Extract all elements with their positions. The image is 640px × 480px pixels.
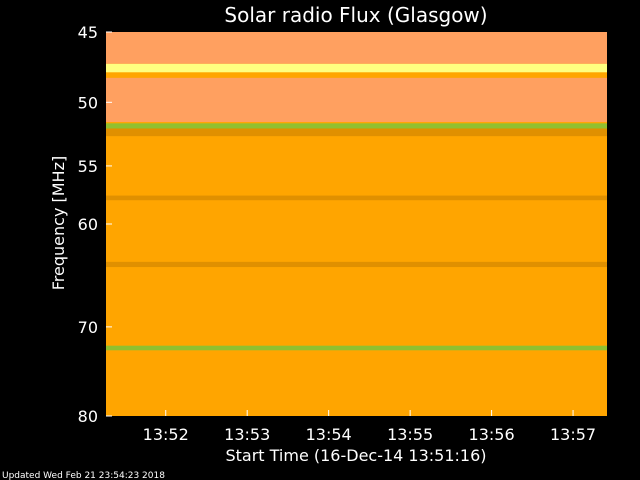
x-tick-label: 13:52 — [143, 425, 189, 444]
x-tick-label: 13:57 — [550, 425, 596, 444]
x-tick-label: 13:54 — [306, 425, 352, 444]
y-axis-label: Frequency [MHz] — [49, 156, 68, 290]
x-tick-label: 13:55 — [387, 425, 433, 444]
spectrogram-band-2 — [106, 77, 607, 123]
y-tick-label: 70 — [78, 318, 98, 337]
x-axis-label: Start Time (16-Dec-14 13:51:16) — [225, 446, 486, 465]
spectrogram-band-1 — [106, 63, 607, 73]
y-axis-ticks: 45 50 55 60 70 80 — [78, 23, 112, 426]
y-tick-label: 45 — [78, 23, 98, 42]
spectrogram-band-0 — [106, 32, 607, 64]
spectrogram-band-7 — [106, 345, 607, 351]
spectrogram-band-6 — [106, 261, 607, 268]
y-tick-label: 55 — [78, 157, 98, 176]
x-axis-ticks: 13:52 13:53 13:54 13:55 13:56 13:57 — [143, 410, 596, 444]
x-tick-label: 13:53 — [224, 425, 270, 444]
spectrogram-band-5 — [106, 195, 607, 201]
y-tick-label: 60 — [78, 215, 98, 234]
plot-area — [106, 32, 607, 416]
y-tick-label: 80 — [78, 407, 98, 426]
spectrogram-band-4 — [106, 128, 607, 137]
spectrogram-band-3 — [106, 123, 607, 129]
chart-title: Solar radio Flux (Glasgow) — [224, 3, 487, 27]
x-tick-label: 13:56 — [469, 425, 515, 444]
updated-footer: Updated Wed Feb 21 23:54:23 2018 — [2, 471, 165, 480]
y-tick-label: 50 — [78, 93, 98, 112]
